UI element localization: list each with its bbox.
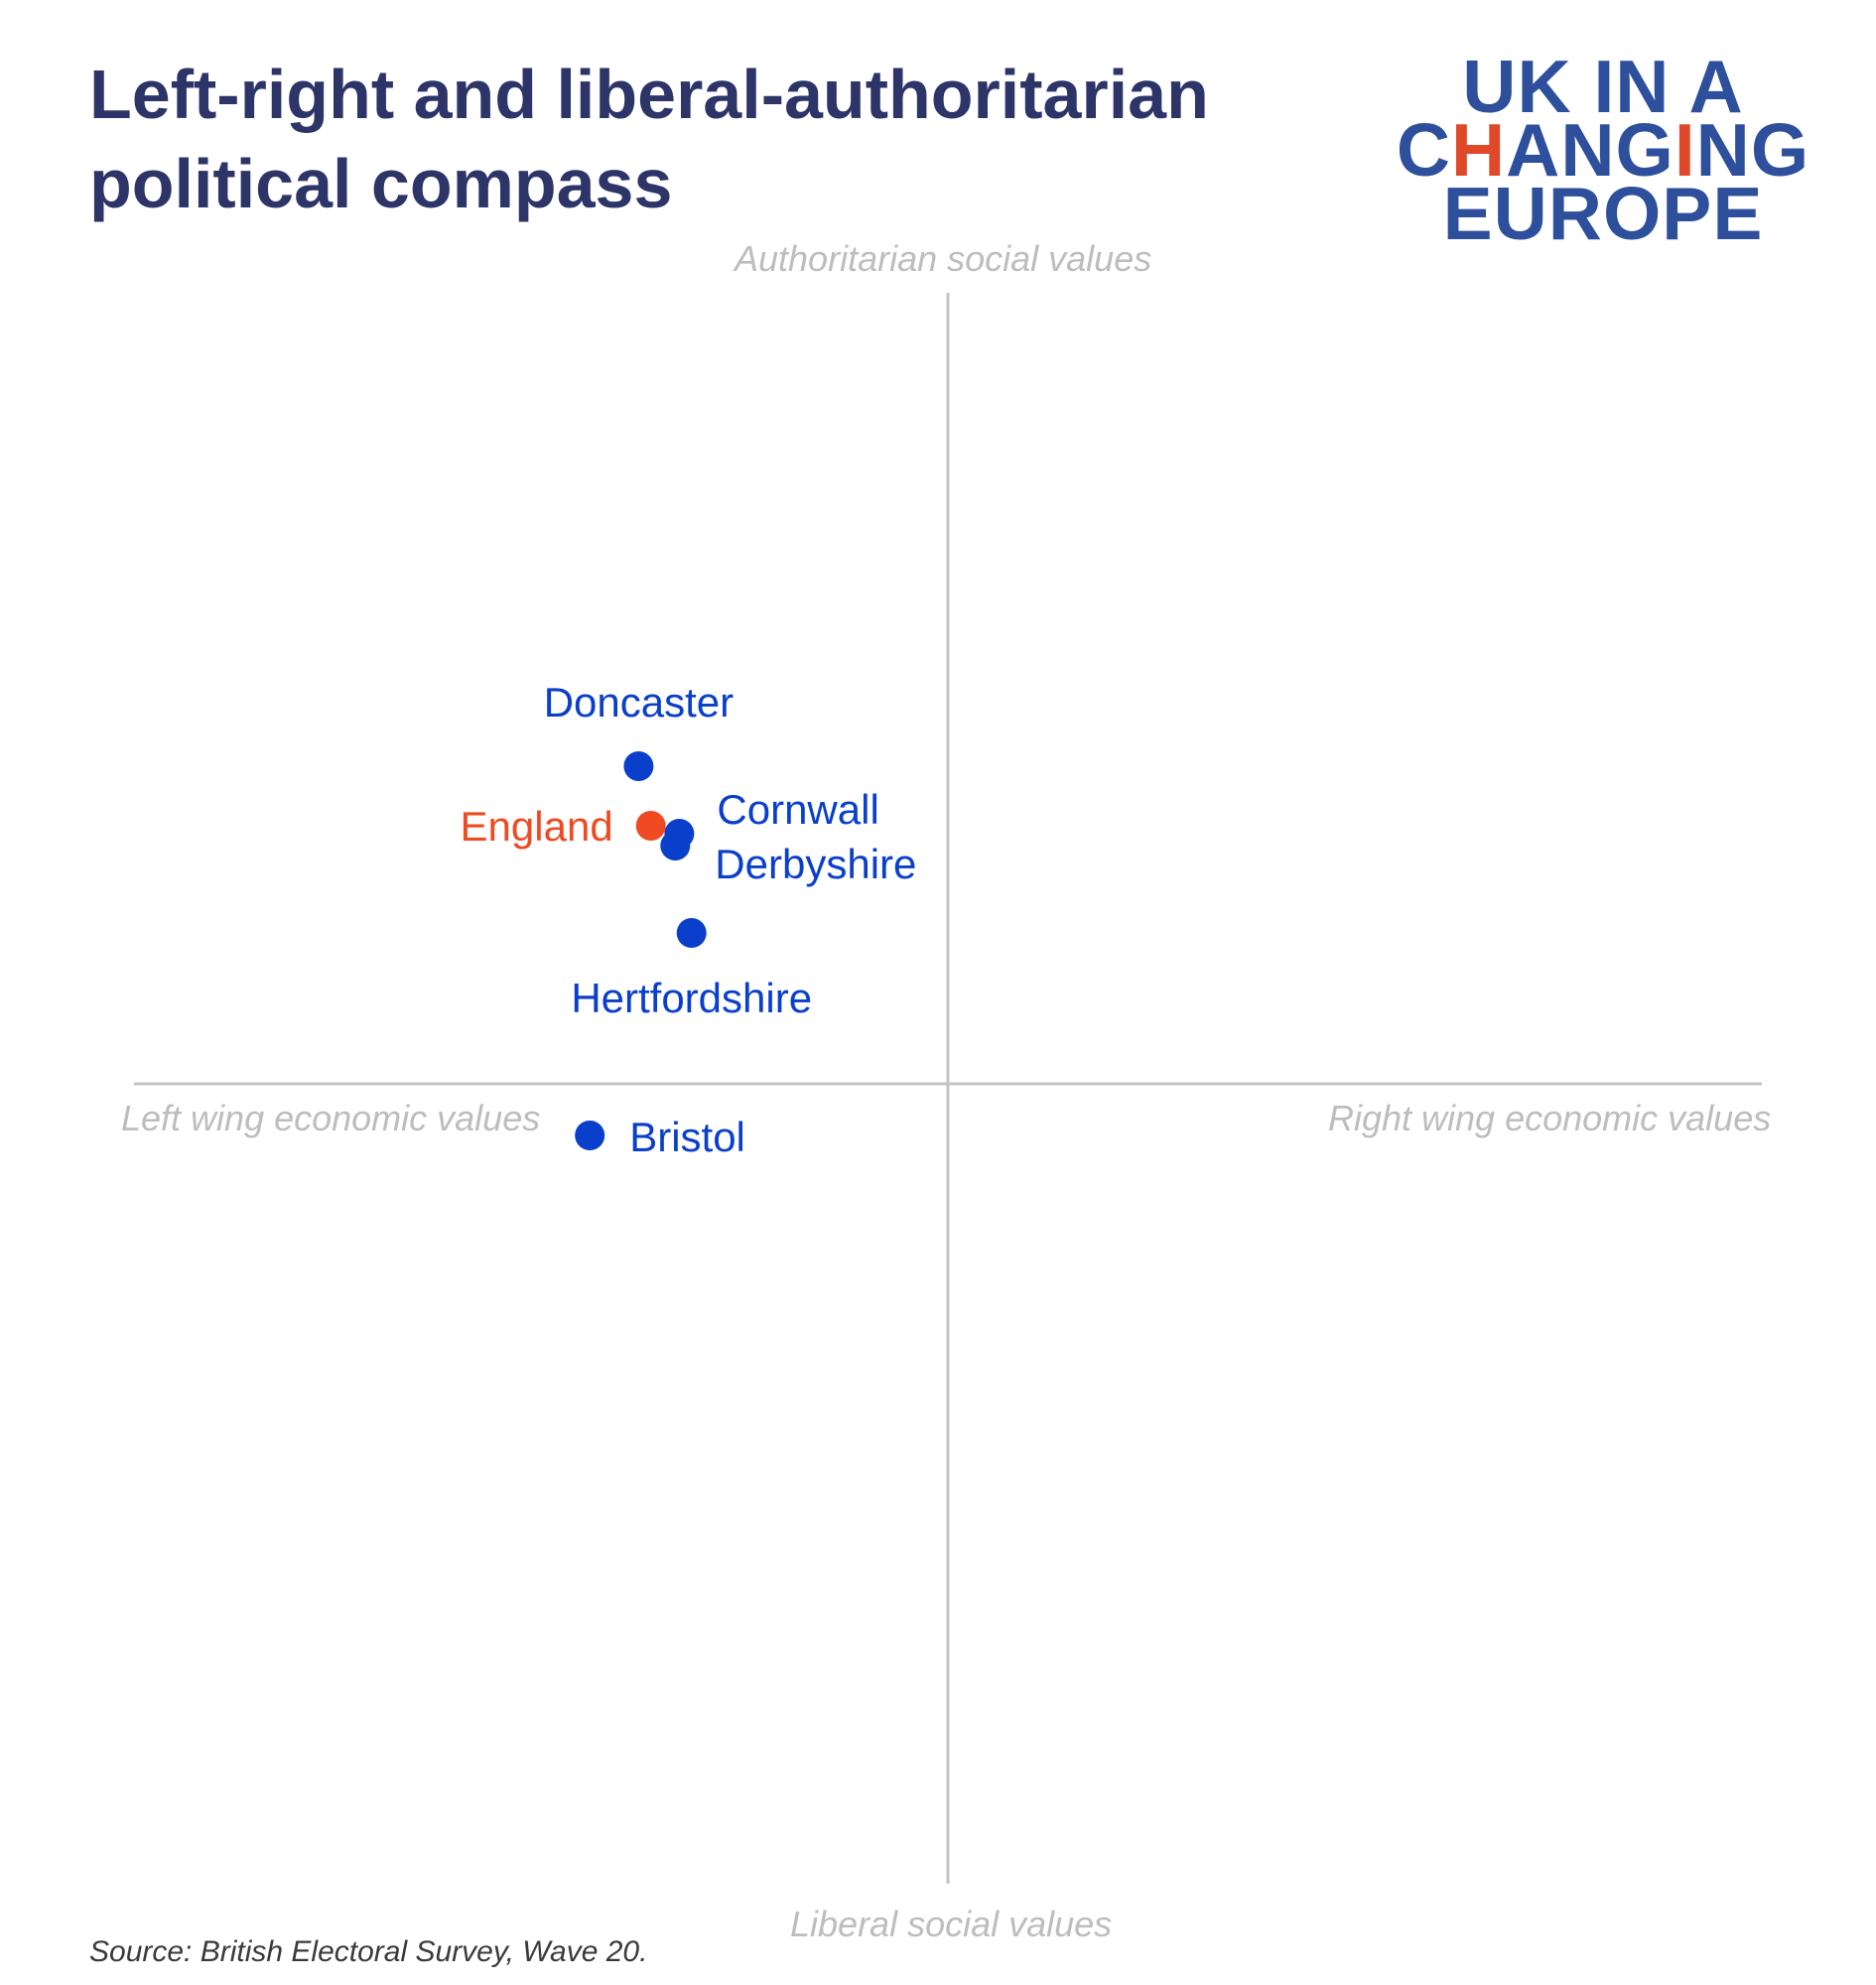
label-hertfordshire: Hertfordshire xyxy=(571,975,812,1021)
label-derbyshire: Derbyshire xyxy=(715,841,916,887)
logo-line-3: EUROPE xyxy=(1442,172,1764,255)
y-axis-top-label: Authoritarian social values xyxy=(735,238,1152,279)
uk-in-a-changing-europe-logo: UK IN A CHANGING EUROPE xyxy=(1385,45,1821,255)
label-bristol: Bristol xyxy=(629,1114,745,1160)
label-doncaster: Doncaster xyxy=(544,679,734,726)
logo-line-1: UK IN A xyxy=(1462,45,1744,128)
data-points: Doncaster Cornwall Derbyshire Hertfordshire… xyxy=(461,679,917,1160)
logo-line-2: CHANGING xyxy=(1396,108,1810,192)
point-doncaster xyxy=(623,751,654,781)
point-derbyshire xyxy=(660,831,691,860)
title-line-1: Left-right and liberal-authoritarian xyxy=(89,56,1209,133)
label-england: England xyxy=(461,803,613,850)
x-axis-right-label: Right wing economic values xyxy=(1328,1098,1772,1138)
point-bristol xyxy=(575,1121,605,1150)
title-line-2: political compass xyxy=(89,145,673,222)
source-note: Source: British Electoral Survey, Wave 2… xyxy=(89,1935,648,1968)
chart-title: Left-right and liberal-authoritarian pol… xyxy=(89,50,1380,228)
label-cornwall: Cornwall xyxy=(717,786,878,833)
y-axis-bottom-label: Liberal social values xyxy=(790,1904,1113,1944)
point-england xyxy=(635,811,666,841)
x-axis-left-label: Left wing economic values xyxy=(121,1098,541,1138)
point-hertfordshire xyxy=(676,918,707,948)
